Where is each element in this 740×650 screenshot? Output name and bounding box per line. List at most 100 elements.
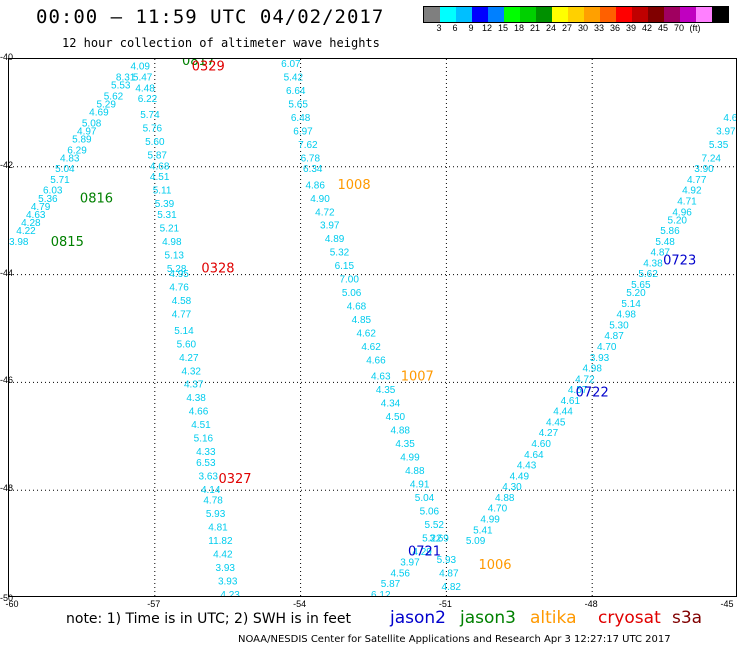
y-tick-label: -48: [0, 483, 14, 494]
swh-value: 4.87: [651, 248, 671, 259]
x-tick-label: -45: [720, 599, 734, 609]
swh-value: 4.50: [386, 412, 406, 423]
colorbar-swatch: [568, 7, 584, 22]
swh-value: 4.98: [162, 237, 182, 248]
swh-value: 5.11: [153, 186, 172, 197]
x-tick-label: -54: [293, 599, 307, 609]
colorbar-label: 33: [593, 23, 605, 33]
swh-value: 4.77: [687, 175, 707, 186]
swh-value: 5.16: [194, 434, 214, 445]
colorbar-label: 12: [481, 23, 493, 33]
x-tick-label: -51: [438, 599, 452, 609]
swh-value: 4.91: [410, 479, 430, 490]
colorbar-label: 45: [657, 23, 669, 33]
colorbar-label: 27: [561, 23, 573, 33]
swh-value: 5.21: [160, 223, 180, 234]
swh-value: 4.88: [495, 493, 515, 504]
pass-time-label: 0327: [218, 472, 251, 487]
swh-value: 5.52: [425, 520, 445, 531]
swh-value: 4.28: [21, 218, 41, 229]
swh-value: 5.36: [38, 194, 58, 205]
pass-time-label: 1006: [478, 558, 511, 573]
swh-value: 4.89: [325, 234, 345, 245]
swh-value: 4.92: [682, 186, 702, 197]
colorbar-label: 18: [513, 23, 525, 33]
swh-value: 4.70: [597, 342, 617, 353]
swh-value: 4.29: [412, 547, 432, 558]
swh-value: 4.85: [352, 315, 372, 326]
swh-value: 4.98: [582, 364, 602, 375]
swh-value: 4.37: [184, 380, 204, 391]
map-plot-area[interactable]: 3.98 4.22 4.28 4.63 4.79 5.36 6.03 5.71 5.04 4.83…: [8, 58, 737, 597]
pass-time-label: 0721: [408, 545, 441, 560]
swh-value: 5.89: [72, 134, 92, 145]
y-tick-label: -50: [0, 593, 14, 603]
swh-value: 7.24: [702, 153, 722, 164]
swh-value: 4.51: [191, 420, 211, 431]
map-svg: 3.984.224.284.634.795.366.035.715.044.83…: [9, 59, 737, 596]
swh-value: 5.71: [50, 175, 70, 186]
swh-value: 3.93: [590, 353, 610, 364]
swh-value: 5.20: [668, 215, 688, 226]
swh-value: 5.60: [145, 137, 165, 148]
swh-value: 5.74: [140, 110, 160, 121]
swh-value: 6.15: [335, 261, 355, 272]
swh-value: 5.32: [330, 248, 350, 259]
colorbar-swatch: [648, 7, 664, 22]
swh-value: 5.13: [165, 250, 185, 261]
swh-value: 3.93: [218, 576, 238, 587]
swh-value: 5.14: [621, 299, 641, 310]
swh-value: 4.99: [480, 514, 500, 525]
swh-value: 5.42: [284, 73, 304, 84]
swh-value: 4.58: [172, 296, 192, 307]
swh-value: 4.88: [405, 466, 425, 477]
legend-altika: altika: [530, 608, 577, 628]
colorbar-swatch: [584, 7, 600, 22]
legend-s3a: s3a: [672, 608, 703, 628]
swh-value: 4.69: [89, 108, 109, 119]
pass-time-label: 0815: [51, 235, 84, 250]
legend-cryosat: cryosat: [598, 608, 661, 628]
colorbar-swatch: [696, 7, 712, 22]
colorbar-swatch: [504, 7, 520, 22]
y-tick-label: -46: [0, 375, 14, 386]
swh-value: 6.97: [293, 126, 313, 137]
swh-value: 6.78: [301, 153, 321, 164]
swh-value: 5.86: [660, 226, 680, 237]
swh-value: 5.93: [206, 509, 226, 520]
swh-value: 4.42: [213, 550, 233, 561]
swh-value: 4.27: [539, 428, 559, 439]
swh-value: 5.30: [609, 320, 629, 331]
swh-value: 4.62: [361, 342, 381, 353]
swh-value: 4.87: [439, 568, 459, 579]
page-subtitle: 12 hour collection of altimeter wave hei…: [62, 36, 380, 50]
y-tick-label: -40: [0, 52, 14, 62]
swh-value: 4.38: [186, 393, 206, 404]
swh-value: 5.14: [174, 326, 194, 337]
swh-value: 3.93: [216, 563, 236, 574]
swh-value: 4.97: [77, 126, 97, 137]
swh-value: 5.04: [415, 493, 435, 504]
swh-value: 4.49: [510, 471, 530, 482]
colorbar-label: 3: [436, 23, 442, 33]
colorbar-swatch: [520, 7, 536, 22]
swh-value: 6.64: [286, 86, 306, 97]
swh-value: 4.96: [672, 207, 692, 218]
swh-colorbar: [423, 6, 729, 23]
colorbar-swatch: [536, 7, 552, 22]
swh-value: 4.66: [366, 355, 386, 366]
swh-value: 4.72: [575, 374, 595, 385]
swh-value: 5.28: [167, 264, 187, 275]
colorbar-label: 24: [545, 23, 557, 33]
swh-value: 5.65: [631, 280, 651, 291]
swh-value: 5.87: [381, 579, 401, 590]
swh-value: 4.60: [723, 113, 737, 124]
swh-value: 3.97: [400, 558, 420, 569]
swh-value: 5.65: [288, 99, 308, 110]
swh-value: 3.98: [9, 237, 29, 248]
colorbar-swatch: [440, 7, 456, 22]
pass-time-label: 0328: [201, 262, 234, 277]
swh-value: 4.34: [381, 399, 401, 410]
swh-value: 11.82: [208, 536, 233, 547]
swh-value: 3.90: [694, 164, 714, 175]
